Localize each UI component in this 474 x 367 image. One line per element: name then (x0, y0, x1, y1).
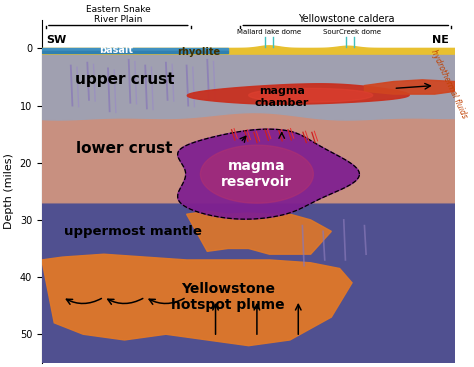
Polygon shape (178, 129, 359, 219)
Polygon shape (42, 198, 456, 363)
Polygon shape (42, 51, 228, 53)
Text: NE: NE (432, 35, 449, 45)
Y-axis label: Depth (miles): Depth (miles) (4, 153, 14, 229)
Text: uppermost mantle: uppermost mantle (64, 225, 202, 238)
Text: upper crust: upper crust (75, 72, 174, 87)
Polygon shape (365, 80, 456, 94)
Polygon shape (331, 237, 456, 306)
Polygon shape (42, 203, 456, 363)
Text: Yellowstone caldera: Yellowstone caldera (298, 14, 394, 24)
Text: Yellowstone
hotspot plume: Yellowstone hotspot plume (171, 282, 285, 312)
Polygon shape (42, 113, 456, 203)
Text: SourCreek dome: SourCreek dome (323, 29, 381, 35)
Polygon shape (42, 48, 228, 51)
Polygon shape (42, 266, 456, 363)
Text: lower crust: lower crust (76, 141, 173, 156)
Text: basalt: basalt (99, 45, 133, 55)
Polygon shape (187, 211, 331, 254)
Polygon shape (201, 145, 313, 203)
Polygon shape (42, 46, 456, 54)
Text: hydrothermal fluids: hydrothermal fluids (429, 48, 469, 120)
Polygon shape (42, 120, 456, 363)
Polygon shape (187, 84, 409, 104)
Text: rhyolite: rhyolite (177, 47, 220, 57)
Polygon shape (42, 203, 456, 363)
Text: magma
chamber: magma chamber (255, 86, 309, 108)
Polygon shape (249, 88, 373, 102)
Text: Eastern Snake
River Plain: Eastern Snake River Plain (86, 5, 151, 24)
Polygon shape (42, 254, 352, 346)
Text: Mallard lake dome: Mallard lake dome (237, 29, 301, 35)
Text: SW: SW (46, 35, 66, 45)
Text: magma
reservoir: magma reservoir (221, 159, 292, 189)
Polygon shape (42, 54, 456, 120)
